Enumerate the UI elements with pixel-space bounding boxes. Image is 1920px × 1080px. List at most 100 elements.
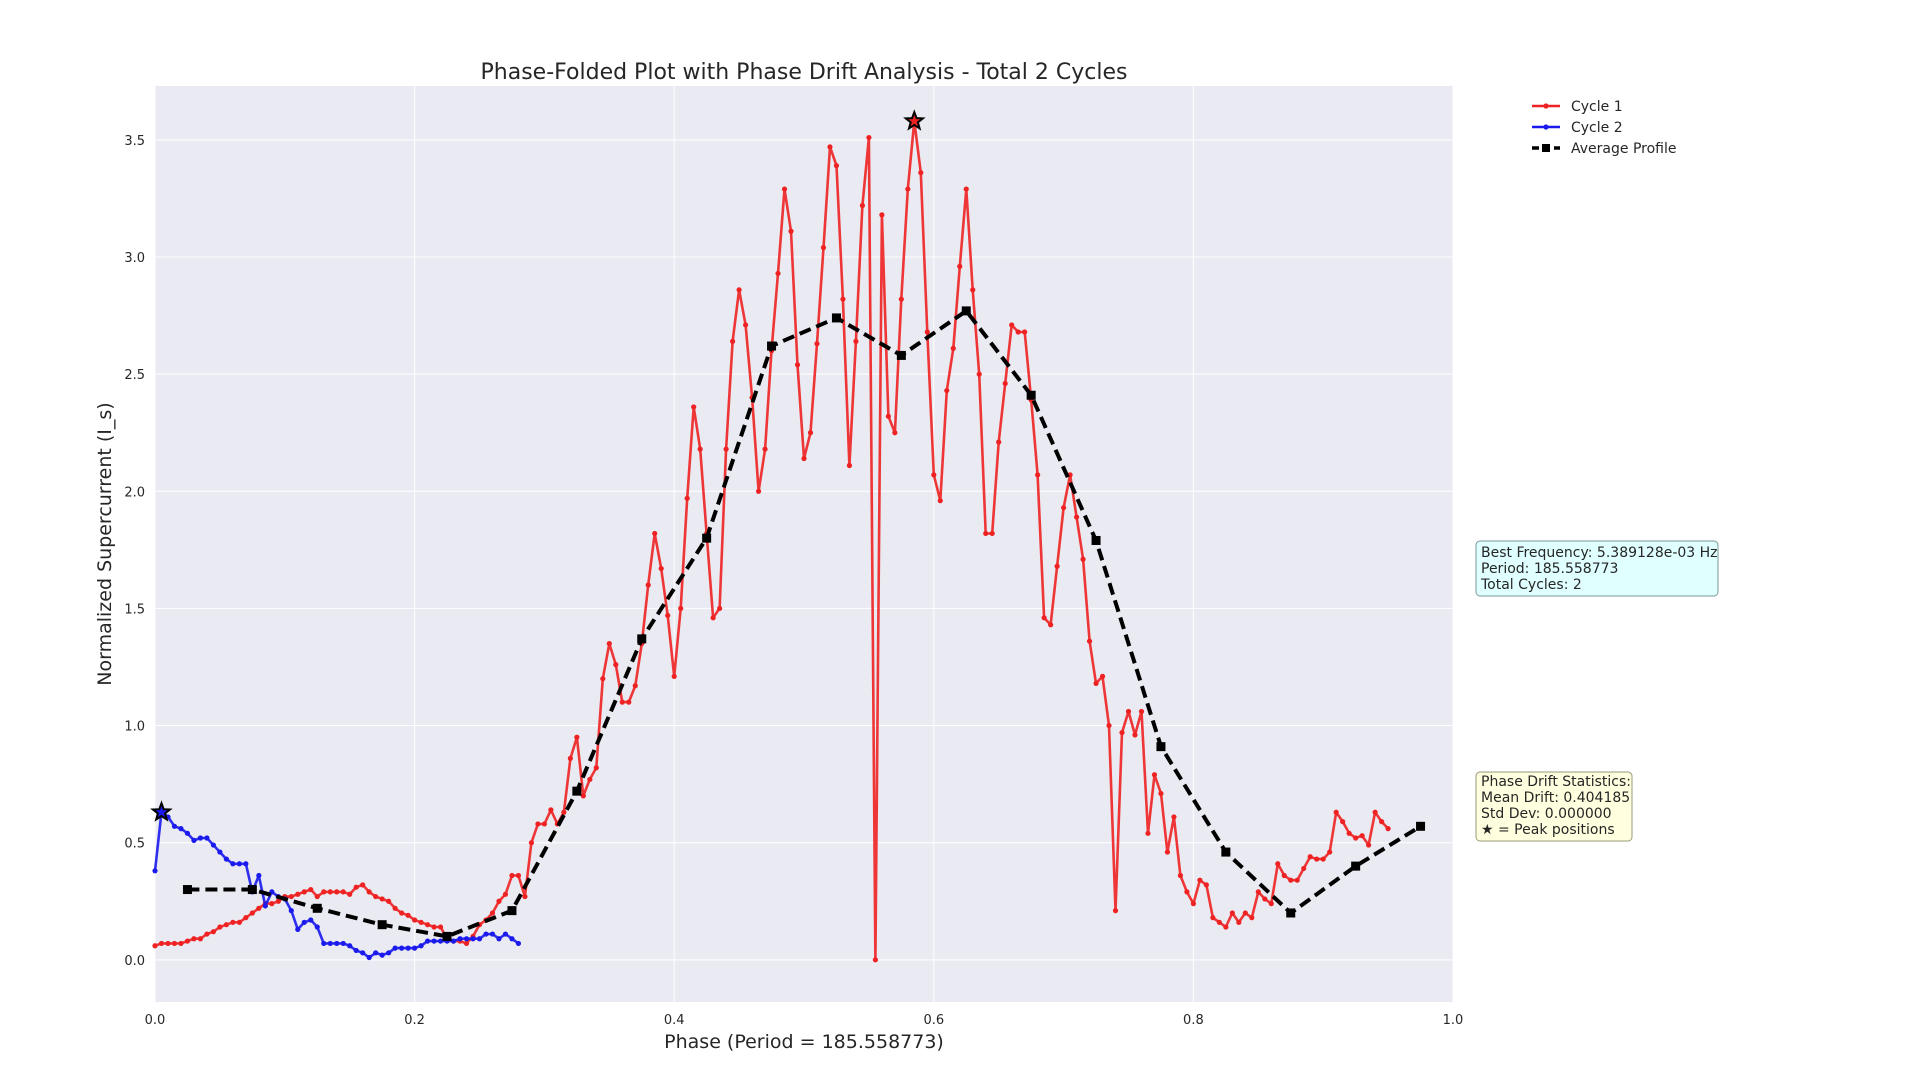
average-profile-line [187, 308, 1422, 939]
average-profile-marker [442, 931, 452, 941]
cycle-1-point [269, 901, 275, 907]
cycle-2-point [308, 917, 314, 923]
cycle-1-point [399, 910, 405, 916]
cycle-1-point [833, 163, 840, 169]
cycle-2-point [405, 945, 411, 951]
average-profile-marker [182, 885, 192, 895]
cycle-2-point [171, 823, 178, 829]
y-tick-label: 2.5 [124, 368, 145, 383]
cycle-1-point [1314, 856, 1320, 862]
cycle-1-point [522, 893, 528, 900]
cycle-1-point [976, 371, 982, 377]
cycle-1-point [249, 910, 255, 916]
cycle-1-point [859, 202, 866, 209]
x-tick-label: 0.8 [1183, 1013, 1204, 1028]
y-tick-label: 2.0 [124, 485, 145, 500]
cycle-2-point [360, 950, 366, 956]
cycle-2-point [184, 830, 191, 836]
cycle-2-point [288, 908, 294, 914]
cycle-1-point [1210, 915, 1216, 921]
cycle-1-point [548, 807, 554, 813]
cycle-1-point [1119, 729, 1125, 736]
cycle-1-point [1281, 872, 1287, 879]
cycle-1-point [489, 910, 496, 916]
series-layer [152, 118, 1426, 963]
cycle-2-point [347, 943, 353, 949]
cycle-1-point [606, 640, 612, 647]
cycle-1-point [918, 170, 924, 176]
cycle-1-point [853, 338, 859, 344]
y-tick-label: 1.5 [124, 602, 145, 617]
cycle-1-point [1022, 329, 1028, 335]
cycle-1-point [846, 462, 853, 469]
cycle-1-point [1340, 819, 1346, 825]
cycle-1-point [580, 793, 586, 799]
average-profile-marker [377, 920, 387, 930]
cycle-1-point [405, 912, 411, 918]
cycle-1-point [334, 889, 340, 895]
average-profile-series [182, 306, 1426, 941]
cycle-1-point [236, 919, 242, 925]
cycle-1-point [1327, 849, 1333, 855]
cycle-1-point [1190, 901, 1196, 907]
cycle-1-point [898, 296, 904, 302]
cycle-1-point [1197, 877, 1203, 883]
average-profile-marker [831, 313, 841, 323]
cycle-1-point [872, 957, 878, 963]
cycle-2-point [470, 936, 476, 942]
cycle-2-point [373, 950, 379, 956]
average-profile-marker [1221, 847, 1231, 857]
cycle-1-point [437, 924, 444, 930]
cycle-1-point [340, 889, 346, 895]
cycle-2-point [178, 826, 184, 832]
cycle-1-point [1099, 673, 1106, 679]
frequency-line: Best Frequency: 5.389128e-03 Hz [1481, 545, 1718, 561]
cycle-1-point [275, 898, 281, 904]
cycle-1-point [593, 765, 599, 771]
cycle-1-point [970, 287, 976, 293]
cycle-2-point [399, 945, 405, 951]
cycle-1-point [308, 886, 314, 893]
cycle-1-point [431, 924, 437, 930]
cycle-1-point [1002, 380, 1008, 387]
grid-lines [154, 86, 1454, 1002]
cycle-1-point [541, 821, 548, 827]
x-tick-label: 0.6 [923, 1013, 944, 1028]
cycle-1-point [347, 891, 353, 897]
cycle-1-point [1171, 814, 1177, 820]
average-profile-marker [637, 634, 647, 644]
average-profile-marker [1091, 535, 1101, 545]
cycle-1-point [587, 776, 593, 783]
legend-label-cycle-1: Cycle 1 [1571, 99, 1623, 115]
cycle-1-point [989, 530, 995, 537]
cycle-1-point [165, 940, 171, 947]
cycle-1-point [963, 186, 969, 192]
cycle-1-point [158, 940, 165, 947]
cycle-1-point [710, 615, 716, 621]
cycle-2-point [418, 943, 424, 949]
x-tick-label: 0.2 [404, 1013, 425, 1028]
average-profile-marker [1416, 821, 1426, 831]
cycle-2-point [152, 868, 158, 874]
cycle-1-point [658, 565, 664, 572]
cycle-1-point [152, 943, 158, 949]
cycle-2-point [437, 938, 444, 944]
std-dev-line: Std Dev: 0.000000 [1481, 806, 1612, 822]
cycle-2-point [366, 954, 372, 961]
cycle-1-point [937, 498, 943, 504]
cycle-1-point [243, 915, 249, 921]
cycle-1-point [924, 329, 930, 335]
cycle-1-point [840, 296, 846, 302]
y-tick-label: 1.0 [124, 720, 145, 735]
cycle-1-point [1203, 882, 1209, 888]
cycle-1-point [574, 734, 580, 740]
cycle-1-point [295, 891, 301, 897]
cycle-1-point [1009, 322, 1015, 328]
cycle-1-point [528, 840, 535, 846]
cycle-1-point [1236, 919, 1242, 925]
cycle-2-point [483, 931, 489, 937]
cycle-1-point [223, 922, 229, 928]
cycle-1-point [256, 905, 262, 911]
cycle-1-point [386, 898, 392, 904]
cycle-1-point [1093, 680, 1099, 686]
